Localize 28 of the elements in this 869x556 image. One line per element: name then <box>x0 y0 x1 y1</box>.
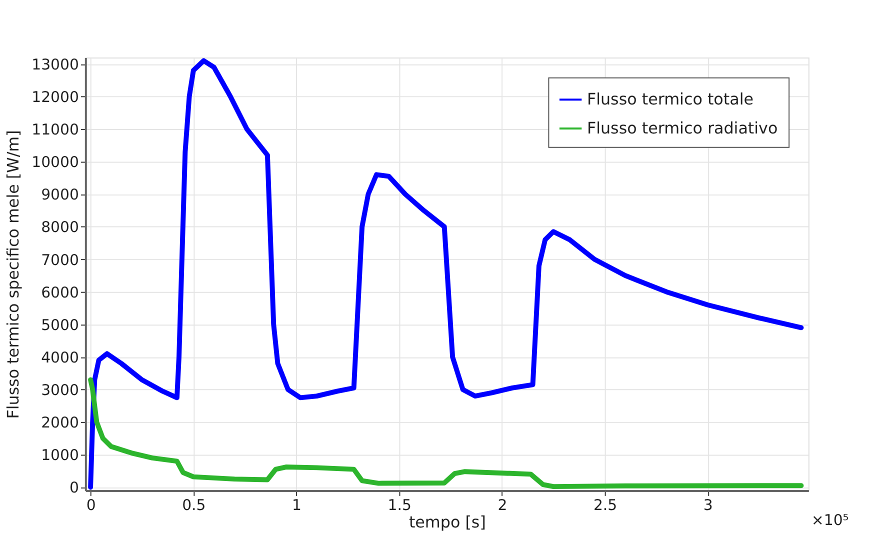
y-tick-label: 4000 <box>41 348 79 366</box>
x-tick-label: 0 <box>86 496 96 514</box>
y-tick-label: 7000 <box>41 250 79 269</box>
x-tick-label: 0.5 <box>182 496 206 514</box>
x-tick-label: 2 <box>498 496 508 514</box>
y-tick-label: 0 <box>69 478 79 497</box>
x-tick-label: 1.5 <box>388 496 412 514</box>
y-tick-label: 13000 <box>32 55 79 74</box>
legend-label: Flusso termico totale <box>586 90 754 109</box>
line-series <box>88 58 804 490</box>
y-tick-label: 10000 <box>32 153 79 172</box>
y-tick-label: 12000 <box>32 88 79 106</box>
y-axis-title: Flusso termico specifico mele [W/m] <box>4 130 23 419</box>
y-tick-label: 11000 <box>32 120 79 139</box>
text: ×10⁵ <box>811 511 849 530</box>
y-tick-label: 8000 <box>41 218 79 236</box>
line-series <box>88 377 804 490</box>
x-tick-label: 3 <box>703 496 713 514</box>
x-tick-label: 2.5 <box>593 496 618 514</box>
y-tick-label: 6000 <box>41 283 79 302</box>
y-tick-label: 3000 <box>41 381 79 400</box>
y-tick-label: 1000 <box>41 446 79 464</box>
x-axis-title: tempo [s] <box>408 512 486 532</box>
y-tick-label: 2000 <box>41 414 79 432</box>
y-tick-label: 9000 <box>41 186 79 204</box>
y-tick-label: 5000 <box>41 316 79 334</box>
legend-label: Flusso termico radiativo <box>586 118 778 138</box>
x-tick-label: 1 <box>292 496 302 514</box>
